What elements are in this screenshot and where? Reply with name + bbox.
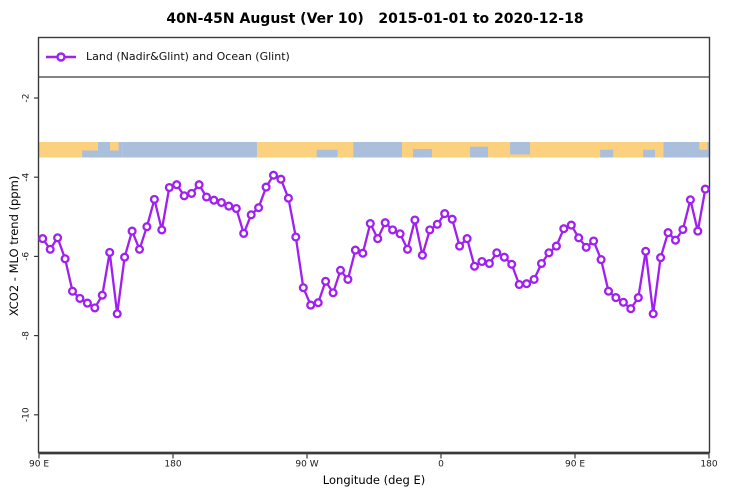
x-axis-title: Longitude (deg E) xyxy=(322,473,426,487)
svg-text:-8: -8 xyxy=(22,331,32,340)
chart-title: 40N-45N August (Ver 10) 2015-01-01 to 20… xyxy=(166,11,584,27)
legend-line-marker-icon xyxy=(46,52,76,62)
svg-text:90 W: 90 W xyxy=(295,460,318,470)
svg-text:180: 180 xyxy=(700,460,717,470)
svg-text:0: 0 xyxy=(438,460,444,470)
svg-text:-10: -10 xyxy=(22,407,32,422)
y-axis-title: XCO2 - MLO trend (ppm) xyxy=(7,175,21,317)
svg-text:-4: -4 xyxy=(22,172,32,181)
svg-text:-2: -2 xyxy=(22,94,32,103)
legend-label: Land (Nadir&Glint) and Ocean (Glint) xyxy=(86,49,290,63)
svg-text:-6: -6 xyxy=(22,252,32,261)
svg-text:180: 180 xyxy=(164,460,181,470)
svg-text:90 E: 90 E xyxy=(565,460,585,470)
svg-text:90 E: 90 E xyxy=(29,460,49,470)
